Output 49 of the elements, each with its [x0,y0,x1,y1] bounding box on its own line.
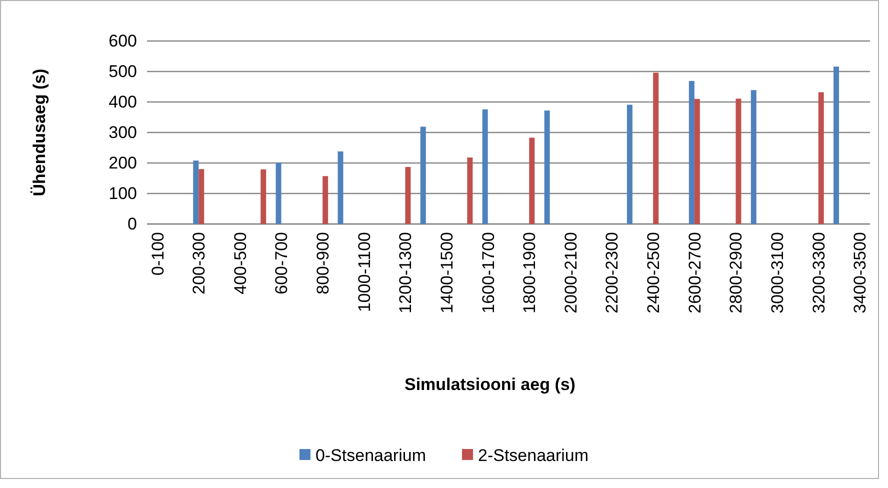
x-tick-label: 2000-2100 [561,232,580,314]
bar [260,169,266,224]
x-tick-label: 3200-3300 [809,232,828,314]
y-axis-title: Ühendusaeg (s) [30,68,49,196]
x-tick-label: 600-700 [272,232,292,294]
x-tick-label: 2600-2700 [685,232,704,314]
legend-label: 0-Stsenaarium [315,446,426,465]
bar [626,104,632,224]
bar [688,80,694,224]
x-tick-label: 2200-2300 [602,232,622,314]
x-tick-label: 200-300 [190,232,209,294]
bar [405,166,411,224]
y-tick-label: 400 [108,92,137,112]
bar [198,169,204,224]
y-tick-label: 600 [108,31,137,50]
x-tick-label: 3400-3500 [850,232,870,314]
bar [750,90,756,224]
x-tick-label: 400-500 [230,232,250,294]
bar [653,72,659,224]
x-tick-label: 2400-2500 [644,232,664,314]
x-tick-label: 1000-1100 [354,232,374,312]
legend-label: 2-Stsenaarium [478,446,589,465]
y-tick-label: 500 [108,62,137,81]
y-tick-label: 100 [108,184,137,203]
bar [694,98,700,224]
x-tick-label: 1600-1700 [478,232,498,314]
x-tick-label: 2800-2900 [726,232,746,314]
bar [420,126,426,224]
bar [276,163,282,224]
y-tick-label: 200 [108,153,137,172]
bar [544,110,550,224]
bar [736,98,742,224]
x-tick-label: 3000-3100 [768,232,787,314]
x-tick-label: 800-900 [314,232,333,294]
x-tick-label: 1800-1900 [520,232,540,314]
bar [529,138,535,224]
y-tick-label: 0 [128,214,137,234]
bar [834,66,840,224]
bar [322,176,328,224]
x-axis-title: Simulatsiooni aeg (s) [404,375,576,394]
x-tick-label: 1200-1300 [396,232,416,314]
bar [338,151,344,224]
bar [482,109,488,224]
y-tick-label: 300 [108,122,137,142]
bar [193,160,199,224]
bar [467,158,473,224]
x-tick-label: 1400-1500 [437,232,456,314]
bar [818,92,824,224]
x-tick-label: 0-100 [148,232,168,276]
